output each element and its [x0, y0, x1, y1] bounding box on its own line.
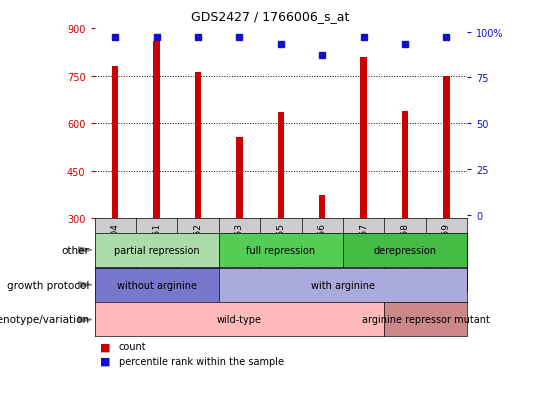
Text: ■: ■: [100, 356, 110, 366]
Text: GSM106755: GSM106755: [276, 223, 285, 278]
Text: other: other: [61, 245, 89, 255]
Text: genotype/variation: genotype/variation: [0, 315, 89, 325]
Text: GSM106504: GSM106504: [111, 223, 120, 277]
Bar: [361, 57, 367, 219]
Text: GSM106757: GSM106757: [359, 223, 368, 278]
Polygon shape: [78, 247, 92, 253]
Text: GSM106753: GSM106753: [235, 223, 244, 278]
Bar: [443, 76, 449, 219]
Text: full repression: full repression: [246, 245, 315, 255]
Text: percentile rank within the sample: percentile rank within the sample: [119, 356, 284, 366]
Bar: [402, 111, 408, 219]
Bar: [112, 67, 118, 219]
Text: with arginine: with arginine: [311, 280, 375, 290]
Bar: [278, 113, 284, 219]
Text: partial repression: partial repression: [114, 245, 199, 255]
Polygon shape: [78, 317, 92, 323]
Text: GSM106759: GSM106759: [442, 223, 451, 278]
Bar: [237, 138, 242, 219]
Text: count: count: [119, 342, 146, 351]
Text: wild-type: wild-type: [217, 315, 262, 325]
Text: without arginine: without arginine: [117, 280, 197, 290]
Text: arginine repressor mutant: arginine repressor mutant: [362, 315, 490, 325]
Text: GSM106752: GSM106752: [193, 223, 202, 277]
Bar: [195, 73, 201, 219]
Text: derepression: derepression: [374, 245, 436, 255]
Text: GSM106758: GSM106758: [401, 223, 409, 278]
Text: GDS2427 / 1766006_s_at: GDS2427 / 1766006_s_at: [191, 10, 349, 23]
Bar: [319, 195, 325, 219]
Text: growth protocol: growth protocol: [6, 280, 89, 290]
Bar: [153, 42, 160, 219]
Text: GSM106751: GSM106751: [152, 223, 161, 278]
Polygon shape: [78, 282, 92, 288]
Text: ■: ■: [100, 342, 110, 351]
Text: GSM106756: GSM106756: [318, 223, 327, 278]
